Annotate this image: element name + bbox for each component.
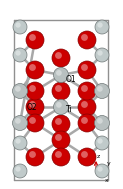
Circle shape: [29, 85, 36, 92]
Circle shape: [13, 115, 28, 130]
Circle shape: [52, 148, 70, 166]
Circle shape: [95, 20, 109, 34]
Circle shape: [15, 86, 21, 92]
Circle shape: [95, 164, 109, 178]
Text: z: z: [96, 153, 100, 159]
Circle shape: [52, 82, 70, 100]
Circle shape: [29, 151, 36, 158]
Circle shape: [97, 138, 103, 144]
Circle shape: [95, 48, 109, 62]
Circle shape: [13, 48, 27, 62]
Circle shape: [81, 117, 88, 124]
Circle shape: [97, 118, 103, 124]
Circle shape: [13, 20, 27, 34]
Circle shape: [81, 85, 88, 92]
Circle shape: [56, 102, 62, 108]
Circle shape: [26, 98, 44, 116]
Circle shape: [81, 101, 88, 108]
Circle shape: [15, 118, 21, 124]
Circle shape: [54, 67, 69, 83]
Circle shape: [78, 98, 96, 116]
Text: y: y: [107, 160, 111, 166]
Circle shape: [52, 115, 70, 133]
Circle shape: [29, 101, 36, 108]
Circle shape: [26, 61, 44, 79]
Circle shape: [94, 84, 109, 98]
Circle shape: [97, 22, 103, 28]
Circle shape: [15, 22, 21, 28]
Circle shape: [15, 50, 21, 56]
Circle shape: [26, 114, 44, 132]
Circle shape: [81, 64, 88, 71]
Circle shape: [55, 85, 62, 92]
Text: O2: O2: [27, 104, 38, 112]
Circle shape: [55, 151, 62, 158]
Text: O1: O1: [66, 75, 77, 84]
Circle shape: [55, 52, 62, 59]
Circle shape: [97, 50, 103, 56]
Circle shape: [95, 136, 109, 150]
Circle shape: [81, 34, 88, 41]
Circle shape: [15, 138, 21, 144]
Circle shape: [97, 86, 103, 92]
Circle shape: [15, 166, 21, 172]
Circle shape: [29, 117, 36, 124]
Circle shape: [94, 115, 109, 130]
Circle shape: [78, 61, 96, 79]
Circle shape: [52, 131, 70, 149]
Circle shape: [13, 164, 27, 178]
Circle shape: [26, 148, 44, 166]
Circle shape: [26, 31, 44, 49]
Circle shape: [13, 136, 27, 150]
Circle shape: [78, 148, 96, 166]
Circle shape: [13, 84, 28, 98]
Circle shape: [29, 34, 36, 41]
Circle shape: [55, 118, 62, 125]
Circle shape: [55, 134, 62, 141]
Text: Ti: Ti: [66, 105, 73, 114]
Circle shape: [78, 31, 96, 49]
Circle shape: [81, 151, 88, 158]
Circle shape: [78, 82, 96, 100]
Circle shape: [52, 49, 70, 67]
Circle shape: [56, 70, 62, 76]
Circle shape: [26, 82, 44, 100]
Text: x: x: [105, 178, 109, 184]
Circle shape: [29, 64, 36, 71]
Circle shape: [54, 99, 69, 115]
Circle shape: [97, 166, 103, 172]
Circle shape: [78, 114, 96, 132]
